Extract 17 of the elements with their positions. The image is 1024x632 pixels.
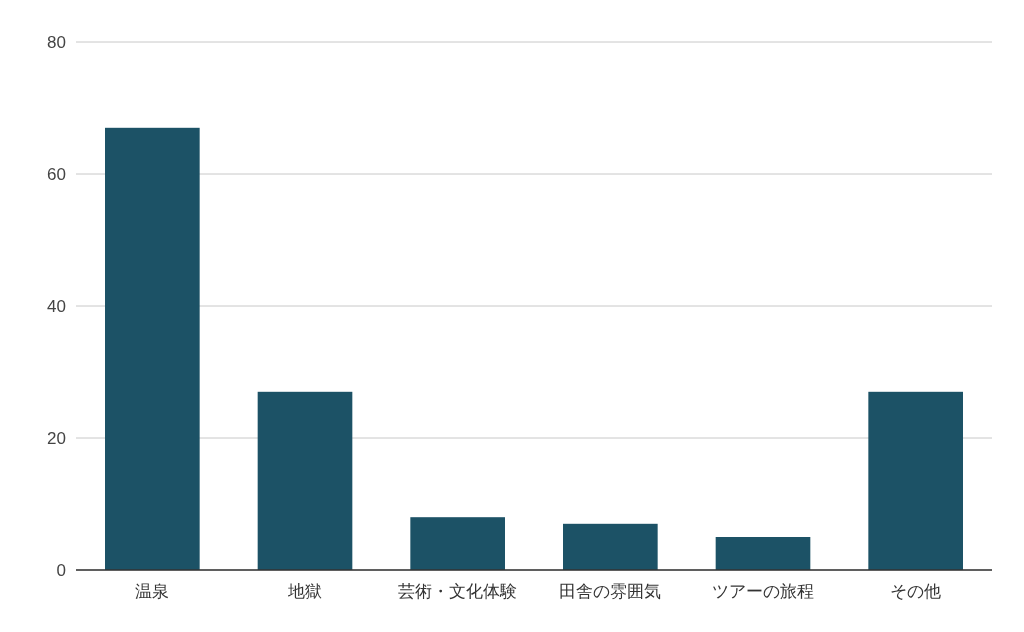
x-tick-label: その他	[890, 582, 942, 601]
x-tick-label: 温泉	[135, 582, 170, 601]
y-tick-label: 40	[47, 297, 66, 316]
x-tick-label: ツアーの旅程	[712, 582, 814, 601]
bar	[715, 537, 811, 570]
bar	[563, 523, 658, 570]
y-tick-label: 80	[47, 33, 66, 52]
x-tick-label: 地獄	[287, 582, 322, 601]
y-tick-label: 60	[47, 165, 66, 184]
x-tick-label: 芸術・文化体験	[398, 582, 518, 601]
bar	[410, 517, 505, 570]
y-tick-label: 0	[56, 561, 66, 580]
bar	[868, 391, 963, 570]
x-tick-label: 田舎の雰囲気	[559, 582, 662, 601]
bar	[105, 127, 200, 570]
y-tick-label: 20	[47, 429, 66, 448]
bar	[257, 391, 353, 570]
